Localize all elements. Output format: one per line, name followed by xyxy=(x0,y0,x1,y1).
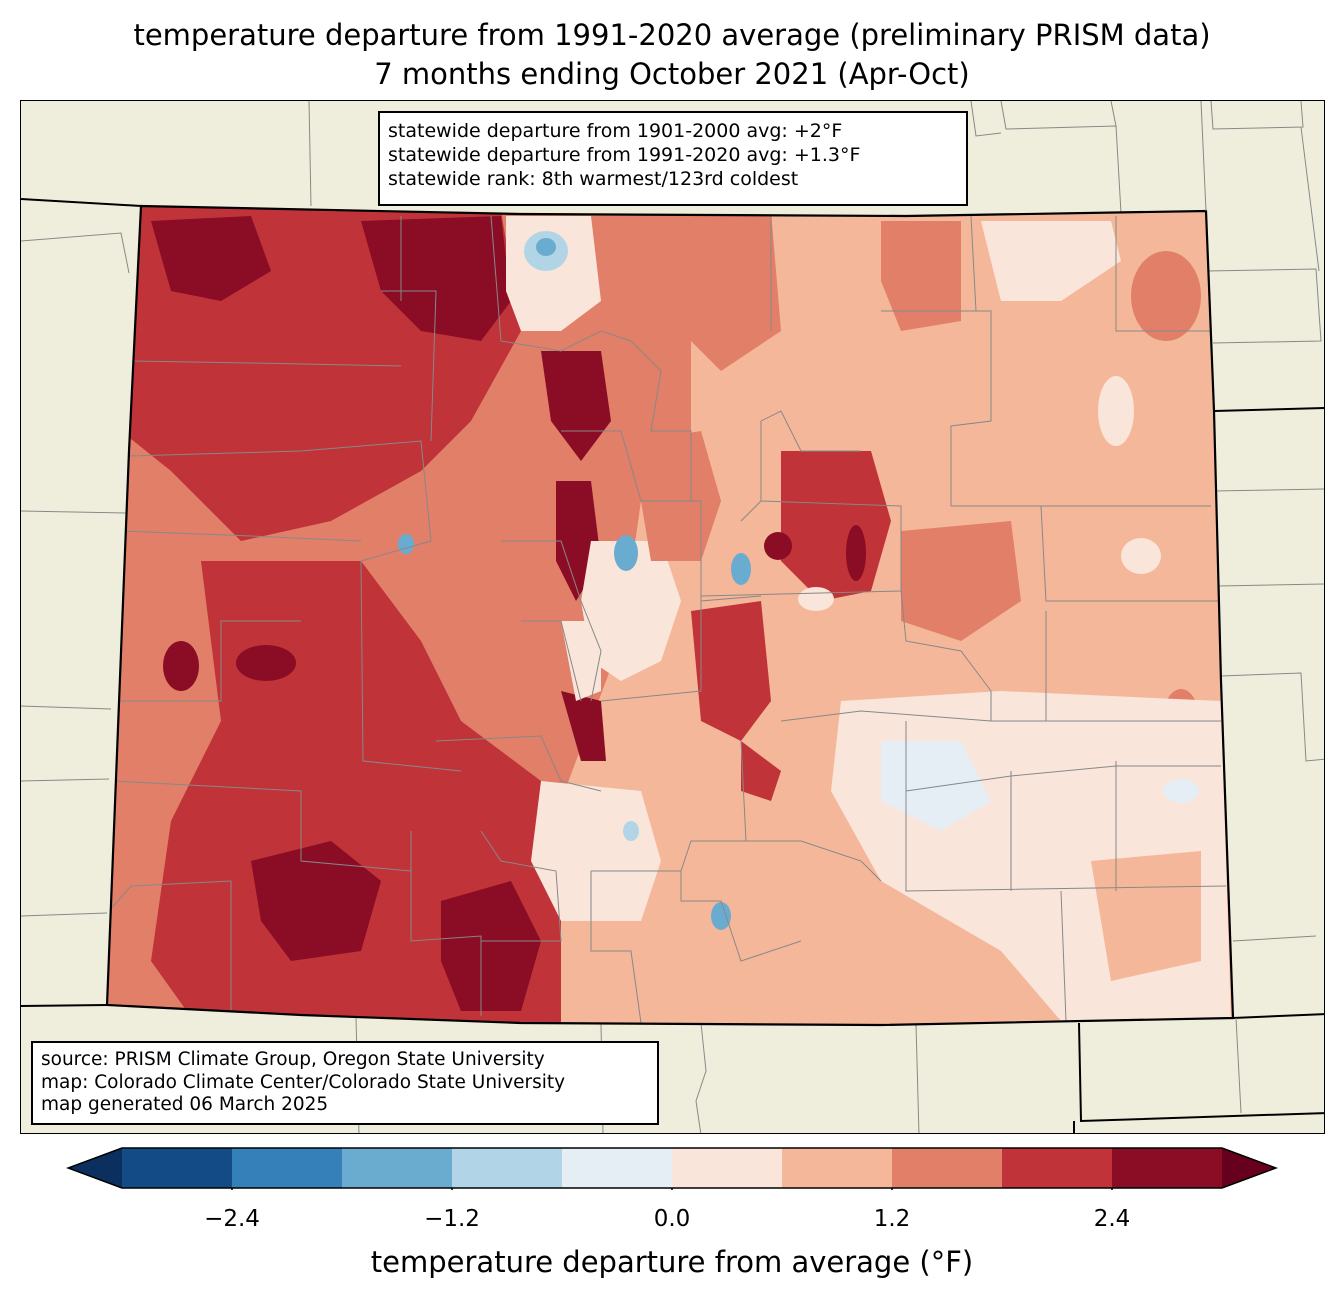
colorbar-label: temperature departure from average (°F) xyxy=(370,1245,974,1279)
generated-date-line: map generated 06 March 2025 xyxy=(41,1094,329,1115)
colorbar-segment xyxy=(452,1148,562,1188)
colorbar-tick-label: 0.0 xyxy=(653,1206,691,1232)
map-credit-line: map: Colorado Climate Center/Colorado St… xyxy=(41,1071,566,1093)
colorbar-tick-label: −1.2 xyxy=(424,1206,480,1232)
colorbar-segment xyxy=(672,1148,782,1188)
source-credit-box: source: PRISM Climate Group, Oregon Stat… xyxy=(31,1041,659,1125)
colorbar-segment xyxy=(342,1148,452,1188)
colorbar-tick-label: 1.2 xyxy=(873,1206,911,1232)
colorbar-tick-label: −2.4 xyxy=(204,1206,260,1232)
colorbar-segment xyxy=(1112,1148,1222,1188)
colorbar-tick-label: 2.4 xyxy=(1093,1206,1131,1232)
colorbar-over-extension xyxy=(1222,1148,1276,1188)
colorbar xyxy=(66,1147,1278,1190)
colorbar-segment xyxy=(892,1148,1002,1188)
colorado-state-border xyxy=(105,204,1235,1027)
map-title-line1: temperature departure from 1991-2020 ave… xyxy=(133,18,1211,52)
stats-1991-2020-departure: statewide departure from 1991-2020 avg: … xyxy=(388,144,861,166)
county-lines xyxy=(108,211,1227,1024)
temperature-field xyxy=(107,206,1233,1025)
colorbar-segment xyxy=(232,1148,342,1188)
colorbar-segment xyxy=(782,1148,892,1188)
colorbar-segment xyxy=(1002,1148,1112,1188)
state-boundaries xyxy=(21,198,1324,1133)
stats-1901-2000-departure: statewide departure from 1901-2000 avg: … xyxy=(388,120,843,142)
colorbar-segment xyxy=(122,1148,232,1188)
statewide-stats-box: statewide departure from 1901-2000 avg: … xyxy=(378,111,968,206)
colorado-map xyxy=(21,101,1324,1133)
source-line: source: PRISM Climate Group, Oregon Stat… xyxy=(41,1049,545,1070)
stats-rank: statewide rank: 8th warmest/123rd coldes… xyxy=(388,168,799,190)
map-title-line2: 7 months ending October 2021 (Apr-Oct) xyxy=(374,57,970,91)
colorbar-under-extension xyxy=(68,1148,122,1188)
map-panel[interactable] xyxy=(20,100,1325,1134)
colorbar-segment xyxy=(562,1148,672,1188)
colorbar-outline xyxy=(66,1147,1278,1189)
